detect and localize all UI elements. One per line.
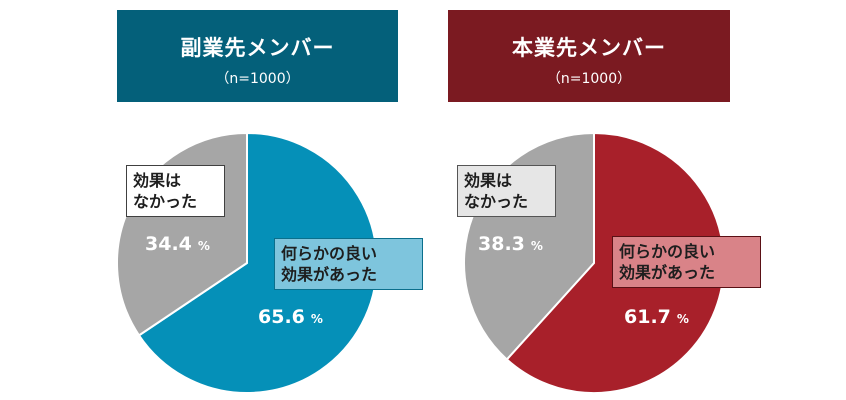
right-no-effect-value: 38.3% (478, 233, 543, 255)
left-chart-sample-size: （n=1000） (215, 71, 300, 87)
right-effect-value: 61.7% (624, 306, 689, 328)
left-effect-label: 何らかの良い 効果があった (274, 238, 423, 290)
left-no-effect-label: 効果は なかった (126, 165, 225, 217)
right-no-effect-label: 効果は なかった (457, 165, 556, 217)
right-chart-title: 本業先メンバー (512, 36, 666, 60)
left-chart-title: 副業先メンバー (180, 36, 335, 60)
left-no-effect-value: 34.4% (145, 233, 210, 255)
left-pie-slice-effect (137, 131, 378, 394)
left-effect-value: 65.6% (258, 306, 323, 328)
right-chart-header: 本業先メンバー （n=1000） (448, 10, 730, 102)
right-effect-label: 何らかの良い 効果があった (612, 236, 761, 288)
left-chart-header: 副業先メンバー （n=1000） (117, 10, 398, 102)
right-chart-sample-size: （n=1000） (546, 71, 632, 87)
